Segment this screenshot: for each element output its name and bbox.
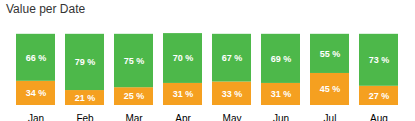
svg-text:73 %: 73 % xyxy=(369,55,390,65)
svg-text:55 %: 55 % xyxy=(320,49,341,59)
svg-text:Jul: Jul xyxy=(324,113,337,121)
html-text:Value per Date: Value per Date xyxy=(6,2,86,16)
svg-text:45 %: 45 % xyxy=(320,84,341,94)
svg-text:79 %: 79 % xyxy=(75,57,96,67)
svg-text:67 %: 67 % xyxy=(222,53,243,63)
svg-text:75 %: 75 % xyxy=(124,56,145,66)
svg-text:Jun: Jun xyxy=(273,113,289,121)
svg-text:34 %: 34 % xyxy=(26,88,47,98)
svg-text:31 %: 31 % xyxy=(173,89,194,99)
svg-text:27 %: 27 % xyxy=(369,91,390,101)
svg-text:66 %: 66 % xyxy=(26,53,47,63)
svg-text:69 %: 69 % xyxy=(271,54,292,64)
svg-text:25 %: 25 % xyxy=(124,91,145,101)
svg-text:31 %: 31 % xyxy=(271,89,292,99)
svg-text:Jan: Jan xyxy=(28,113,44,121)
svg-text:Apr: Apr xyxy=(175,113,191,121)
svg-text:May: May xyxy=(223,113,242,121)
svg-text:Feb: Feb xyxy=(76,113,94,121)
svg-text:33 %: 33 % xyxy=(222,89,243,99)
svg-text:Mar: Mar xyxy=(125,113,143,121)
svg-text:21 %: 21 % xyxy=(75,93,96,103)
svg-text:Aug: Aug xyxy=(370,113,388,121)
svg-text:70 %: 70 % xyxy=(173,53,194,63)
